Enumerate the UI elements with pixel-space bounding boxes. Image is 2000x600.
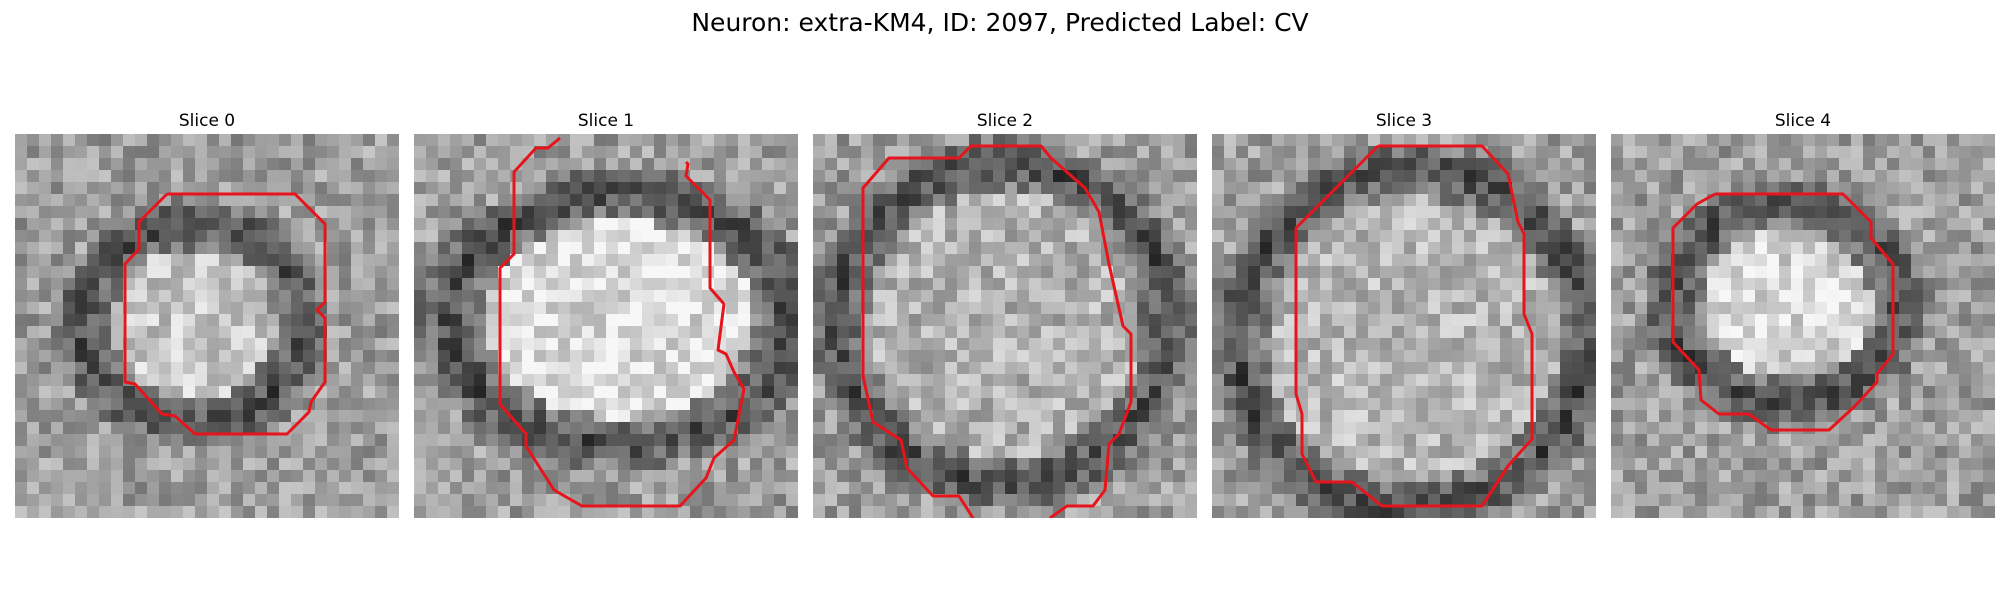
contour-line bbox=[123, 192, 327, 436]
contour-line bbox=[1294, 144, 1534, 508]
figure-title: Neuron: extra-KM4, ID: 2097, Predicted L… bbox=[691, 8, 1309, 37]
contour-line bbox=[1671, 192, 1895, 432]
noise-grid bbox=[15, 134, 399, 518]
noise-grid bbox=[1611, 134, 1995, 518]
slice-panel-4: Slice 4 bbox=[1611, 108, 1995, 518]
slice-panel-3: Slice 3 bbox=[1212, 108, 1596, 518]
noise-grid bbox=[1212, 134, 1596, 518]
contour-line bbox=[861, 144, 1133, 518]
slice-image bbox=[15, 134, 399, 518]
slice-image bbox=[1212, 134, 1596, 518]
slice-image bbox=[1611, 134, 1995, 518]
slice-panel-0: Slice 0 bbox=[15, 108, 399, 518]
contour-line bbox=[498, 136, 746, 508]
slice-title: Slice 3 bbox=[1375, 111, 1433, 131]
noise-grid bbox=[414, 134, 798, 518]
slice-title: Slice 1 bbox=[577, 111, 635, 131]
noise-grid bbox=[813, 134, 1197, 518]
slice-panel-1: Slice 1 bbox=[414, 108, 798, 518]
slice-title: Slice 4 bbox=[1774, 111, 1832, 131]
slice-image bbox=[813, 134, 1197, 518]
slice-image bbox=[414, 134, 798, 518]
slice-panel-2: Slice 2 bbox=[813, 108, 1197, 518]
slice-title: Slice 0 bbox=[178, 111, 236, 131]
slice-title: Slice 2 bbox=[976, 111, 1034, 131]
